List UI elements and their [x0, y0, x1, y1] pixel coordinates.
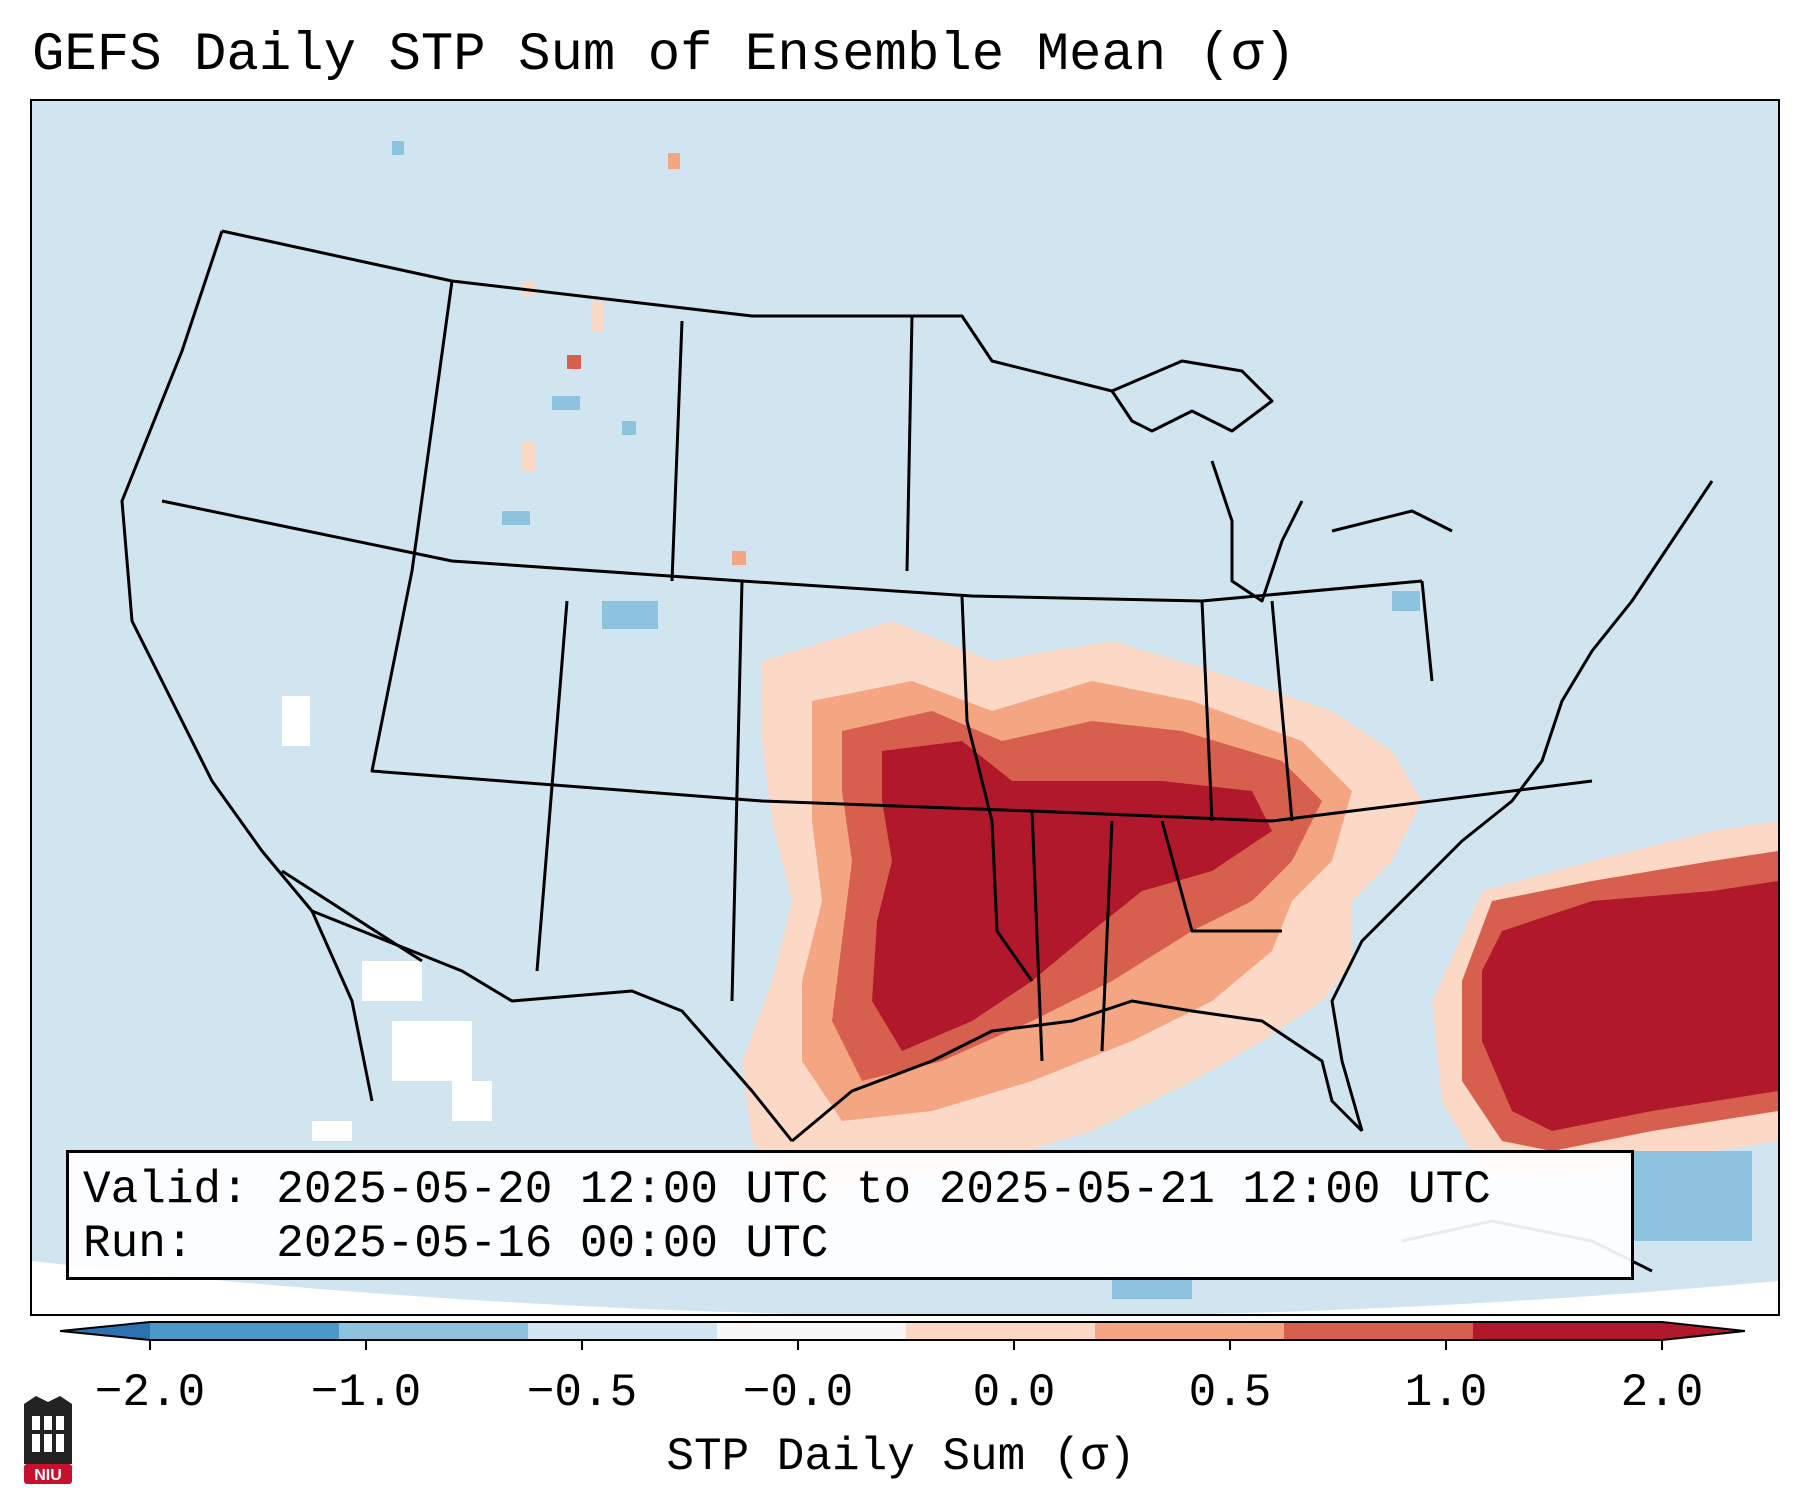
great-lakes — [1110, 359, 1274, 433]
stp-field-negative — [392, 141, 1752, 1299]
colorbar-tick-label: −0.5 — [526, 1367, 638, 1419]
us-mexico-border — [311, 909, 794, 1142]
map-boundaries — [120, 229, 1714, 1143]
run-label: Run: — [83, 1218, 194, 1270]
colorbar-tick-label: 1.0 — [1404, 1367, 1488, 1419]
logo-text: NIU — [34, 1467, 62, 1484]
stp-region-atlantic-core — [1482, 881, 1778, 1131]
colorbar-tick-label: 2.0 — [1620, 1367, 1704, 1419]
state-lines — [161, 280, 1593, 1062]
colorbar-cell — [1473, 1322, 1663, 1340]
us-canada-border — [221, 229, 1113, 393]
niu-logo: NIU — [24, 1396, 72, 1484]
map-panel — [30, 99, 1780, 1316]
valid-value: 2025-05-20 12:00 UTC to 2025-05-21 12:00… — [276, 1164, 1491, 1216]
colorbar-tick-label: 0.0 — [972, 1367, 1056, 1419]
colorbar-cell — [717, 1322, 907, 1340]
colorbar-cell — [1284, 1322, 1474, 1340]
chart-title: GEFS Daily STP Sum of Ensemble Mean (σ) — [32, 25, 1296, 86]
colorbar — [60, 1321, 1745, 1350]
colorbar-cells — [60, 1321, 1745, 1341]
run-value: 2025-05-16 00:00 UTC — [276, 1218, 829, 1270]
gulf-coastline — [791, 999, 1364, 1143]
colorbar-tick-label: −0.0 — [742, 1367, 854, 1419]
atlantic-coastline — [1330, 480, 1714, 1132]
stp-map — [32, 101, 1778, 1314]
colorbar-cell — [528, 1322, 718, 1340]
colorbar-label: STP Daily Sum (σ) — [666, 1431, 1136, 1483]
colorbar-tick-label: 0.5 — [1188, 1367, 1272, 1419]
validity-info-box: Valid: 2025-05-20 12:00 UTC to 2025-05-2… — [66, 1150, 1634, 1280]
stp-field-neutral — [282, 696, 492, 1141]
pacific-coastline — [120, 230, 374, 1102]
stp-region-core — [872, 741, 1272, 1051]
colorbar-extend-high — [1662, 1322, 1745, 1340]
logo-badge — [24, 1464, 72, 1484]
colorbar-ticks — [149, 1340, 1663, 1350]
colorbar-cell — [1095, 1322, 1285, 1340]
colorbar-cell — [150, 1322, 340, 1340]
valid-label: Valid: — [83, 1164, 249, 1216]
colorbar-extend-low — [60, 1322, 150, 1340]
colorbar-cell — [339, 1322, 529, 1340]
colorbar-cell — [906, 1322, 1096, 1340]
stp-field-positive — [522, 153, 1778, 1191]
colorbar-tick-label: −1.0 — [310, 1367, 422, 1419]
colorbar-tick-label: −2.0 — [94, 1367, 206, 1419]
